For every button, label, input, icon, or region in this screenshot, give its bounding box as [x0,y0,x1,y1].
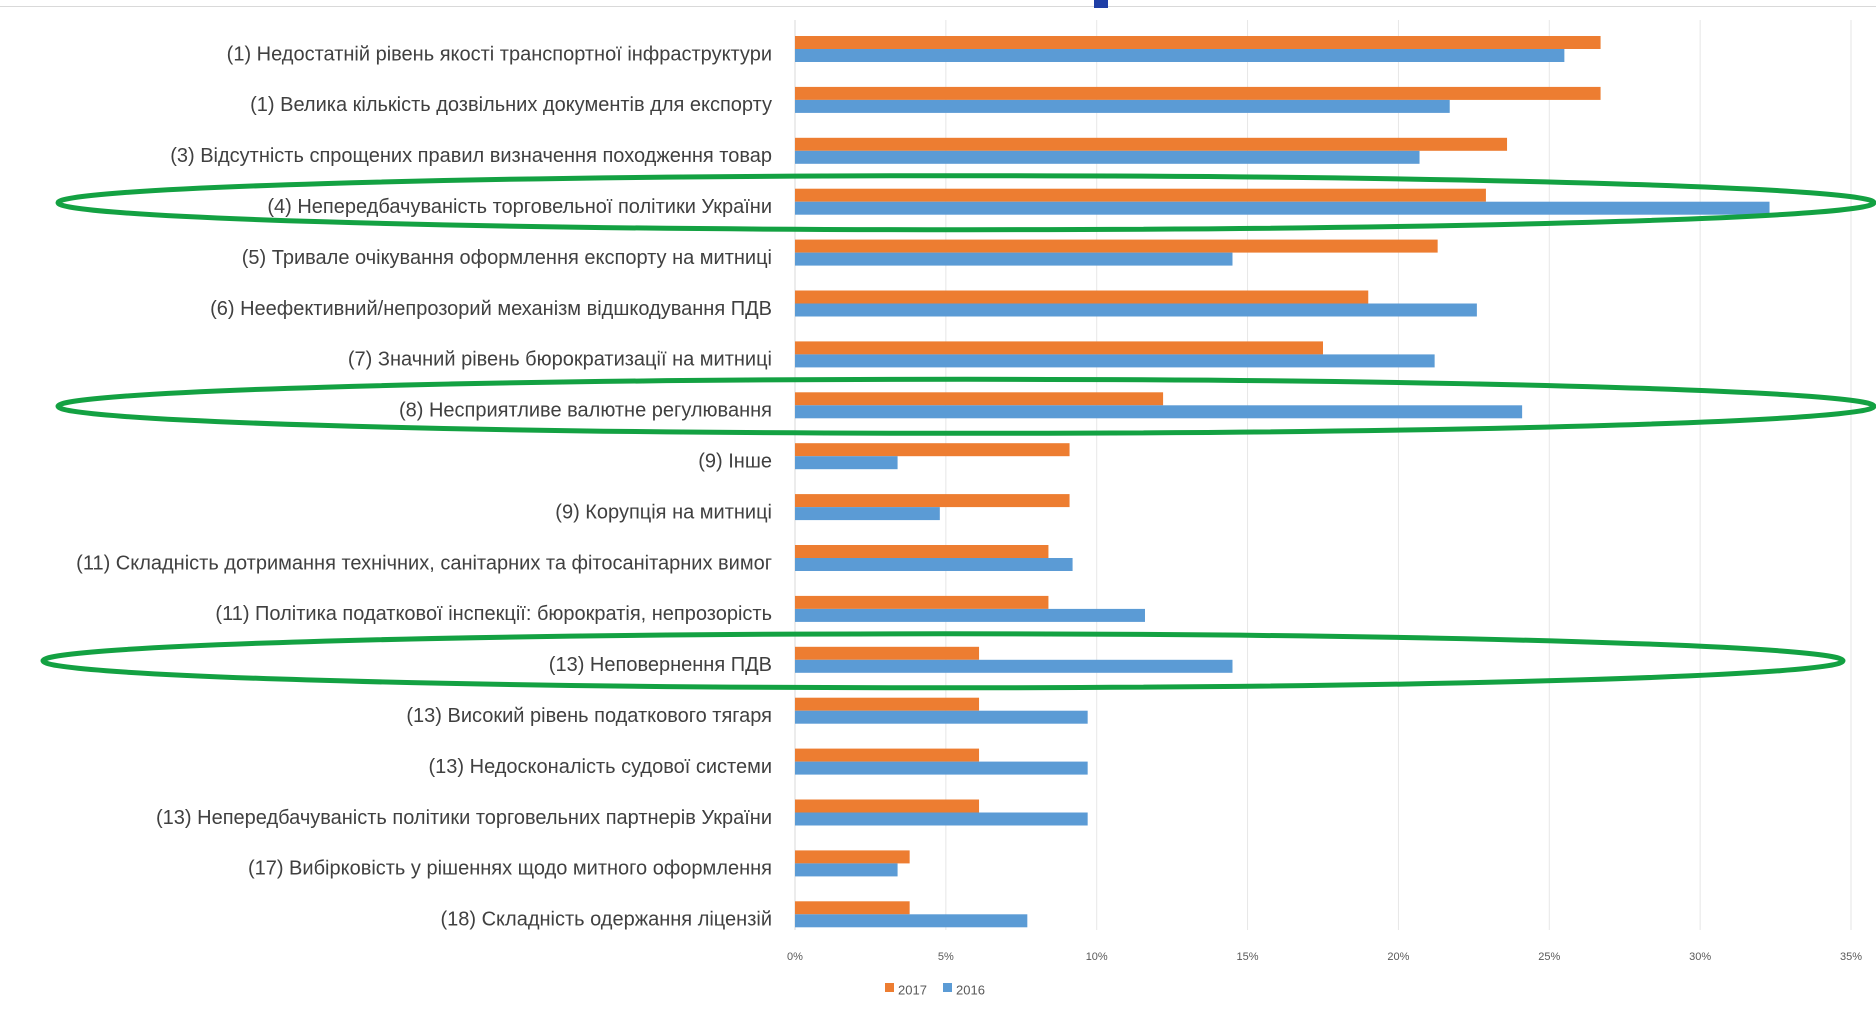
category-label: (7) Значний рівень бюрократизації на мит… [348,349,772,371]
x-tick-label: 25% [1538,951,1560,963]
category-label: (13) Високий рівень податкового тягаря [406,705,772,727]
category-label: (17) Вибірковість у рішеннях щодо митног… [248,858,772,880]
legend-swatch-2016 [943,983,952,992]
x-tick-label: 5% [938,951,954,963]
bar-2017 [795,748,980,762]
bar-2016 [795,354,1435,368]
bar-2017 [795,646,980,660]
bar-2017 [795,290,1369,304]
bar-2017 [795,341,1323,355]
x-tick-label: 35% [1840,951,1862,963]
category-label: (8) Несприятливе валютне регулювання [399,400,772,422]
category-label: (3) Відсутність спрощених правил визначе… [170,145,772,167]
bar-2016 [795,405,1523,419]
bar-2017 [795,137,1508,151]
x-tick-label: 10% [1086,951,1108,963]
category-label: (13) Недосконалість судової системи [429,756,772,778]
bar-2016 [795,608,1145,622]
bar-2016 [795,99,1450,113]
x-tick-label: 20% [1387,951,1409,963]
highlight-ellipse [55,376,1876,436]
bar-2017 [795,595,1049,609]
bar-2016 [795,761,1088,775]
bar-2017 [795,36,1601,49]
bar-2016 [795,812,1088,826]
bar-2016 [795,201,1770,215]
category-label: (18) Складність одержання ліцензій [440,909,772,931]
bar-2017 [795,443,1070,457]
bar-2016 [795,710,1088,724]
legend-swatch-2017 [885,983,894,992]
category-label: (13) Неповернення ПДВ [549,654,772,676]
bar-2016 [795,558,1073,571]
bar-2016 [795,252,1233,266]
bar-2016 [795,863,898,877]
bar-2017 [795,799,980,813]
legend-label-2017: 2017 [898,982,927,997]
bar-2016 [795,507,940,521]
bar-2017 [795,188,1486,202]
header-accent [1094,0,1108,8]
bar-2017 [795,494,1070,508]
x-tick-label: 30% [1689,951,1711,963]
bar-2017 [795,545,1049,558]
bar-2016 [795,303,1477,317]
x-tick-label: 15% [1237,951,1259,963]
bar-2017 [795,239,1438,253]
category-label: (4) Непередбачуваність торговельної полі… [267,196,772,218]
category-label: (1) Велика кількість дозвільних документ… [250,94,772,116]
bar-2017 [795,850,910,864]
bar-2017 [795,86,1601,100]
category-label: (6) Неефективний/непрозорий механізм від… [210,298,772,320]
bar-2016 [795,49,1565,62]
bar-2016 [795,456,898,470]
bar-2016 [795,914,1028,928]
category-label: (9) Інше [698,450,772,472]
highlight-ellipse [40,631,1846,691]
bar-2017 [795,697,980,711]
bar-2017 [795,392,1164,406]
highlight-ellipse [55,173,1876,233]
category-label: (11) Політика податкової інспекції: бюро… [215,603,772,625]
category-label: (5) Тривале очікування оформлення експор… [242,247,772,269]
category-label: (11) Складність дотримання технічних, са… [76,552,772,574]
bar-2017 [795,901,910,915]
category-label: (9) Корупція на митниці [555,501,772,523]
bar-2016 [795,150,1420,164]
legend-label-2016: 2016 [956,982,985,997]
category-label: (1) Недостатній рівень якості транспортн… [227,43,772,65]
category-label: (13) Непередбачуваність політики торгове… [156,807,772,829]
x-tick-label: 0% [787,951,803,963]
bar-2016 [795,659,1233,673]
